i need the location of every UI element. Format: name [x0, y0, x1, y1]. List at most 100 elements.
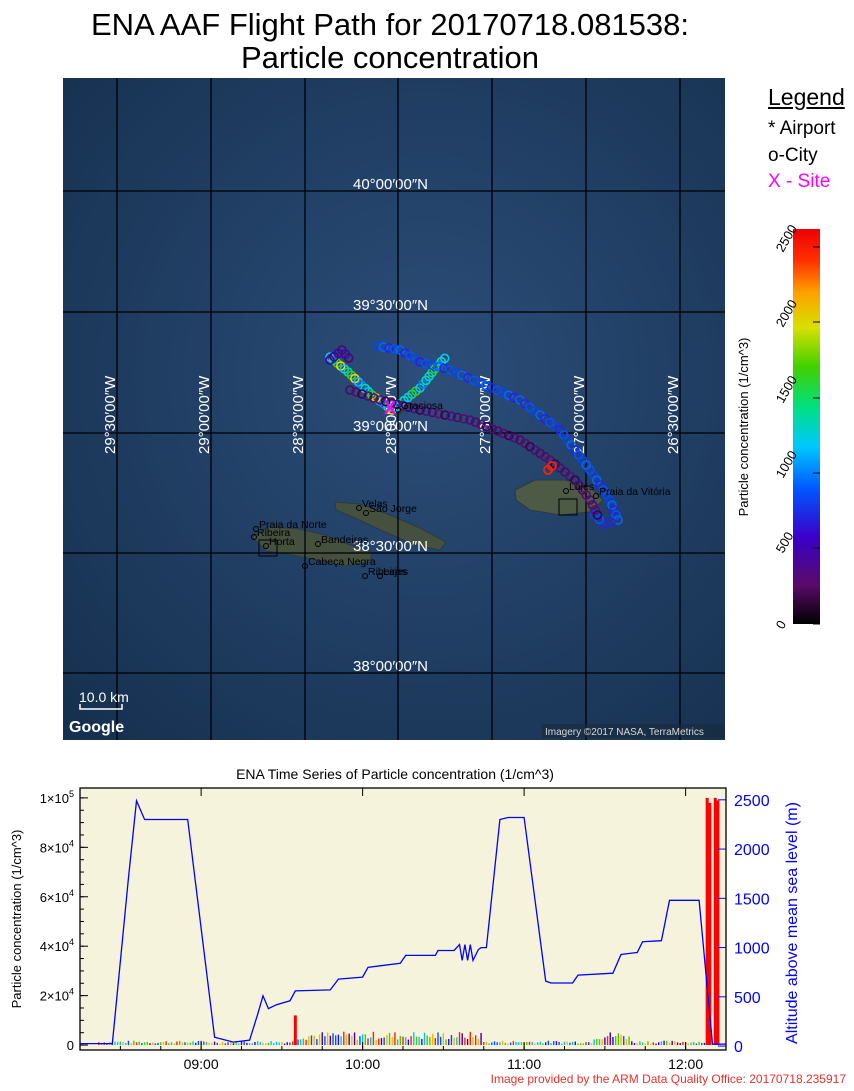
credit-text: Image provided by the ARM Data Quality O…	[490, 1072, 846, 1086]
flight-point	[398, 400, 408, 411]
y-left-tick-label: 8×104	[40, 838, 74, 855]
chart-title: ENA AAF Flight Path for 20170718.081538:…	[0, 8, 780, 74]
lon-label: 29°30′00″W	[102, 375, 119, 454]
flight-point	[504, 430, 514, 441]
flight-point	[607, 500, 617, 510]
flight-point	[458, 413, 469, 424]
flight-point	[427, 360, 437, 371]
city-marker	[263, 543, 269, 549]
flight-point	[395, 345, 405, 355]
flight-point	[463, 372, 473, 383]
plot-area	[79, 787, 727, 1051]
x-tick-label: 10:00	[345, 1056, 380, 1072]
city-marker	[362, 573, 368, 579]
airport-marker	[558, 498, 578, 516]
city-marker	[377, 573, 383, 579]
colorbar-label: Particle concentration (1/cm^3)	[736, 338, 751, 517]
legend-city: o-City	[768, 145, 818, 166]
flight-point	[509, 392, 520, 403]
flight-point	[400, 348, 410, 358]
city-marker	[253, 526, 259, 532]
island-sao-jorge	[334, 501, 447, 551]
colorbar-ramp	[793, 229, 820, 624]
flight-point	[480, 380, 491, 391]
concentration-spikes	[293, 797, 720, 1046]
lat-label: 40°00′00″N	[353, 176, 428, 193]
flight-point	[373, 341, 383, 351]
lat-label: 38°00′00″N	[353, 658, 428, 675]
flight-point	[609, 505, 619, 515]
lon-label: 29°00′00″W	[196, 375, 213, 454]
place-label: Cabeça Negra	[308, 556, 376, 568]
y-axis-right-label: Altitude above mean sea level (m)	[784, 802, 801, 1044]
flight-point	[343, 353, 354, 363]
flight-point	[433, 361, 443, 372]
place-label: Graciosa	[401, 400, 443, 412]
city-marker	[302, 563, 308, 569]
lon-label: 28°30′00″W	[290, 375, 307, 454]
lat-label: 38°30′00″N	[353, 538, 428, 555]
place-label: Praia da Vitória	[599, 486, 671, 498]
lat-label: 39°00′00″N	[353, 418, 428, 435]
flight-point	[475, 378, 485, 388]
lat-label: 39°30′00″N	[353, 297, 428, 314]
lon-label: 26°30′00″W	[665, 375, 682, 454]
flight-point	[446, 411, 457, 422]
altitude-line	[80, 798, 726, 1045]
chart-title-line2: Particle concentration	[240, 40, 540, 75]
flight-point	[465, 415, 475, 425]
flight-point	[405, 351, 415, 361]
city-marker	[395, 407, 401, 413]
flight-point	[415, 405, 425, 415]
flight-point	[421, 406, 432, 417]
flight-point	[492, 385, 502, 396]
flight-point	[487, 424, 498, 434]
flight-point	[481, 421, 492, 432]
flight-point	[503, 390, 514, 400]
place-label: São Jorge	[369, 503, 417, 515]
y-left-tick-label: 2×104	[40, 987, 74, 1004]
city-marker	[563, 488, 569, 494]
google-logo: Google	[69, 719, 124, 736]
flight-point	[363, 391, 373, 401]
x-tick-label: 11:00	[507, 1056, 541, 1072]
flight-point	[439, 363, 449, 374]
y-right-tick-label: 1000	[734, 941, 770, 958]
place-label: Lajes	[569, 481, 594, 493]
flight-point	[469, 375, 479, 386]
flight-point	[445, 365, 455, 375]
legend-title: Legend	[768, 84, 845, 110]
x-tick-label: 12:00	[668, 1056, 703, 1072]
flight-point	[605, 495, 615, 505]
city-marker	[251, 534, 257, 540]
city-marker	[593, 493, 599, 499]
flight-point	[427, 407, 438, 418]
flight-point	[457, 370, 467, 381]
site-marker: X	[384, 398, 396, 418]
y-right-tick-label: 2500	[734, 793, 770, 810]
timeseries-chart: 09:00 10:00 11:00 12:00 0 2×104 4×104 6×104 8×10…	[9, 787, 801, 1072]
place-label: Horta	[269, 536, 295, 548]
flight-point	[375, 395, 385, 405]
y-right-tick-label: 2000	[734, 842, 770, 859]
flight-point	[587, 500, 598, 510]
flight-point	[378, 342, 389, 352]
y-left-tick-label: 0	[67, 1038, 74, 1053]
flight-point	[369, 393, 379, 403]
map-scale-bar: 10.0 km	[79, 689, 129, 710]
place-label: Lajes	[383, 566, 408, 578]
flight-point	[590, 505, 600, 515]
place-label: Ribeira	[257, 527, 290, 539]
airport-marker	[258, 539, 278, 557]
flight-point	[509, 432, 520, 443]
flight-point	[410, 354, 420, 364]
lon-label: 27°00′00″W	[571, 375, 588, 454]
place-label: Praia da Norte	[259, 519, 327, 531]
flight-point	[470, 417, 481, 428]
flight-point	[357, 389, 367, 399]
city-marker	[363, 510, 369, 516]
y-axis-left-label: Particle concentration (1/cm^3)	[9, 830, 24, 1009]
